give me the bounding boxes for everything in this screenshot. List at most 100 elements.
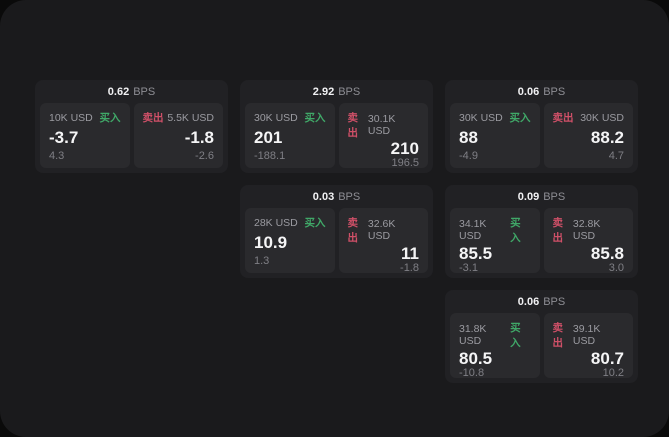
- buy-quote-panel[interactable]: 34.1K USD 买入 85.5 -3.1: [450, 208, 540, 274]
- quote-card: 2.92 BPS 30K USD 买入 201 -188.1 卖出 30.1K …: [240, 80, 433, 173]
- buy-quote-panel[interactable]: 28K USD 买入 10.9 1.3: [245, 208, 335, 273]
- card-header: 0.06 BPS: [450, 290, 633, 313]
- buy-side-label: 买入: [304, 112, 326, 124]
- sell-panel-top: 卖出 30.1K USD: [348, 110, 420, 140]
- sell-side-label: 卖出: [552, 322, 564, 349]
- buy-panel-top: 30K USD 买入: [459, 110, 531, 125]
- bps-unit-label: BPS: [543, 190, 566, 203]
- buy-amount: 10K USD: [49, 111, 93, 124]
- card-header: 0.62 BPS: [40, 80, 223, 103]
- buy-panel-top: 34.1K USD 买入: [459, 215, 531, 245]
- buy-panel-top: 28K USD 买入: [254, 215, 326, 230]
- buy-amount: 31.8K USD: [459, 323, 487, 347]
- sell-amount: 32.8K USD: [572, 218, 601, 242]
- buy-price: -3.7: [49, 128, 79, 147]
- sell-price: 210: [390, 139, 419, 158]
- buy-price: 201: [254, 128, 283, 147]
- card-header: 2.92 BPS: [245, 80, 428, 103]
- buy-side-label: 买入: [509, 112, 531, 124]
- sell-panel-top: 卖出 5.5K USD: [143, 110, 215, 125]
- sell-delta: 3.0: [608, 262, 624, 274]
- quote-panels: 34.1K USD 买入 85.5 -3.1 卖出 32.8K USD 85.8…: [450, 208, 633, 274]
- sell-side-label: 卖出: [142, 112, 164, 124]
- sell-delta: 10.2: [602, 367, 624, 379]
- card-header: 0.03 BPS: [245, 185, 428, 208]
- sell-quote-panel[interactable]: 卖出 32.8K USD 85.8 3.0: [543, 208, 633, 274]
- sell-amount: 5.5K USD: [167, 111, 214, 124]
- buy-price: 85.5: [459, 244, 493, 263]
- quote-card: 0.62 BPS 10K USD 买入 -3.7 4.3 卖出 5.5K USD…: [35, 80, 228, 173]
- buy-delta: 4.3: [49, 150, 65, 162]
- bps-value: 0.06: [517, 85, 540, 98]
- buy-side-label: 买入: [99, 112, 121, 124]
- sell-panel-top: 卖出 30K USD: [553, 110, 625, 125]
- bps-value: 2.92: [312, 85, 335, 98]
- buy-delta: -188.1: [254, 150, 286, 162]
- buy-delta: 1.3: [254, 255, 270, 267]
- quote-panels: 30K USD 买入 201 -188.1 卖出 30.1K USD 210 1…: [245, 103, 428, 169]
- bps-value: 0.62: [107, 85, 130, 98]
- buy-delta: -10.8: [459, 367, 485, 379]
- buy-panel-top: 10K USD 买入: [49, 110, 121, 125]
- bps-unit-label: BPS: [133, 85, 156, 98]
- sell-price: 88.2: [590, 128, 624, 147]
- bps-unit-label: BPS: [543, 85, 566, 98]
- sell-price: 85.8: [590, 244, 624, 263]
- bps-value: 0.09: [517, 190, 540, 203]
- buy-amount: 34.1K USD: [459, 218, 487, 242]
- buy-side-label: 买入: [510, 217, 521, 244]
- sell-quote-panel[interactable]: 卖出 30.1K USD 210 196.5: [338, 103, 428, 169]
- quote-panels: 30K USD 买入 88 -4.9 卖出 30K USD 88.2 4.7: [450, 103, 633, 168]
- quote-card: 0.06 BPS 31.8K USD 买入 80.5 -10.8 卖出 39.1…: [445, 290, 638, 383]
- sell-price: 11: [401, 244, 419, 263]
- sell-amount: 30.1K USD: [367, 113, 396, 137]
- sell-panel-top: 卖出 32.8K USD: [553, 215, 625, 245]
- sell-delta: 4.7: [608, 150, 624, 162]
- sell-amount: 30K USD: [580, 111, 624, 124]
- buy-quote-panel[interactable]: 10K USD 买入 -3.7 4.3: [40, 103, 130, 168]
- quote-card: 0.03 BPS 28K USD 买入 10.9 1.3 卖出 32.6K US…: [240, 185, 433, 278]
- buy-price: 80.5: [459, 349, 493, 368]
- bps-value: 0.06: [517, 295, 540, 308]
- quote-panels: 28K USD 买入 10.9 1.3 卖出 32.6K USD 11 -1.8: [245, 208, 428, 274]
- sell-delta: -1.8: [400, 262, 419, 274]
- sell-amount: 39.1K USD: [572, 323, 601, 347]
- quote-panels: 31.8K USD 买入 80.5 -10.8 卖出 39.1K USD 80.…: [450, 313, 633, 379]
- sell-delta: 196.5: [391, 157, 419, 169]
- buy-quote-panel[interactable]: 30K USD 买入 88 -4.9: [450, 103, 540, 168]
- buy-panel-top: 31.8K USD 买入: [459, 320, 531, 350]
- sell-amount: 32.6K USD: [367, 218, 396, 242]
- sell-side-label: 卖出: [347, 217, 359, 244]
- buy-amount: 30K USD: [254, 111, 298, 124]
- quote-card: 0.09 BPS 34.1K USD 买入 85.5 -3.1 卖出 32.8K…: [445, 185, 638, 278]
- buy-price: 10.9: [254, 233, 288, 252]
- quote-card: 0.06 BPS 30K USD 买入 88 -4.9 卖出 30K USD 8…: [445, 80, 638, 173]
- quote-panels: 10K USD 买入 -3.7 4.3 卖出 5.5K USD -1.8 -2.…: [40, 103, 223, 168]
- buy-quote-panel[interactable]: 31.8K USD 买入 80.5 -10.8: [450, 313, 540, 379]
- buy-side-label: 买入: [304, 217, 326, 229]
- bps-unit-label: BPS: [338, 85, 361, 98]
- card-header: 0.09 BPS: [450, 185, 633, 208]
- sell-price: -1.8: [184, 128, 214, 147]
- buy-side-label: 买入: [510, 322, 521, 349]
- sell-quote-panel[interactable]: 卖出 30K USD 88.2 4.7: [543, 103, 633, 168]
- sell-side-label: 卖出: [552, 112, 574, 124]
- bps-value: 0.03: [312, 190, 335, 203]
- sell-quote-panel[interactable]: 卖出 39.1K USD 80.7 10.2: [543, 313, 633, 379]
- sell-quote-panel[interactable]: 卖出 32.6K USD 11 -1.8: [338, 208, 428, 274]
- buy-amount: 28K USD: [254, 216, 298, 229]
- sell-quote-panel[interactable]: 卖出 5.5K USD -1.8 -2.6: [133, 103, 223, 168]
- buy-quote-panel[interactable]: 30K USD 买入 201 -188.1: [245, 103, 335, 168]
- card-header: 0.06 BPS: [450, 80, 633, 103]
- bps-unit-label: BPS: [338, 190, 361, 203]
- sell-side-label: 卖出: [347, 112, 359, 139]
- buy-delta: -3.1: [459, 262, 478, 274]
- sell-side-label: 卖出: [552, 217, 564, 244]
- sell-delta: -2.6: [195, 150, 214, 162]
- buy-delta: -4.9: [459, 150, 478, 162]
- buy-amount: 30K USD: [459, 111, 503, 124]
- sell-panel-top: 卖出 39.1K USD: [553, 320, 625, 350]
- buy-price: 88: [459, 128, 478, 147]
